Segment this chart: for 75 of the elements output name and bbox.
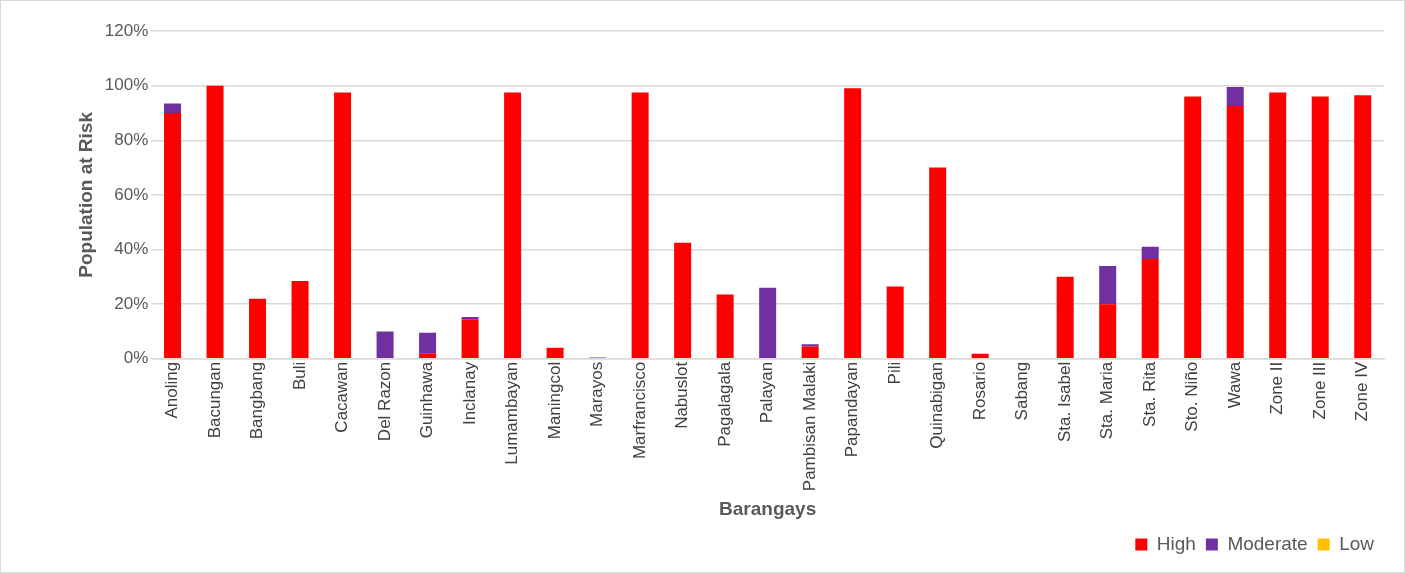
bar xyxy=(1226,106,1244,359)
bar xyxy=(376,331,394,359)
x-tick-label: Sta. Isabel xyxy=(1054,361,1074,443)
bar xyxy=(1141,246,1159,260)
y-tick-label: 100% xyxy=(104,75,149,95)
bar xyxy=(1184,96,1202,359)
x-tick-label: Marayos xyxy=(587,361,607,427)
bar xyxy=(674,242,692,359)
bar xyxy=(164,103,182,113)
bar xyxy=(1311,96,1329,359)
bar xyxy=(461,316,479,320)
bar xyxy=(631,92,649,359)
x-tick-label: Pambisan Malaki xyxy=(799,361,819,492)
x-tick-label: Pili xyxy=(884,361,904,385)
bar xyxy=(844,88,862,359)
x-tick-label: Palayan xyxy=(757,361,777,424)
x-tick-label: Inclanay xyxy=(459,361,479,426)
x-tick-label: Zone IV xyxy=(1352,361,1372,422)
bar xyxy=(1056,276,1074,359)
legend-label: Moderate xyxy=(1227,532,1308,554)
bar xyxy=(334,92,352,359)
bar xyxy=(1099,265,1117,305)
x-tick-label: Pagalagala xyxy=(714,361,734,447)
y-tick-label: 80% xyxy=(114,129,149,149)
bar xyxy=(801,344,819,347)
bar xyxy=(461,319,479,359)
x-tick-label: Buli xyxy=(289,361,309,391)
x-tick-label: Sta. Maria xyxy=(1097,361,1117,440)
bar xyxy=(504,92,522,359)
bar xyxy=(759,287,777,359)
y-tick-label: 20% xyxy=(114,293,149,313)
bar xyxy=(716,294,734,359)
x-axis-title: Barangays xyxy=(719,497,817,519)
bar xyxy=(1226,86,1244,107)
bar xyxy=(1141,259,1159,359)
x-tick-label: Bangbang xyxy=(247,361,267,440)
y-axis-title: Population at Risk xyxy=(74,111,96,278)
legend-label: High xyxy=(1156,532,1196,554)
bar xyxy=(206,85,224,359)
y-tick-label: 0% xyxy=(123,348,149,368)
x-tick-label: Maningcol xyxy=(544,361,564,440)
x-tick-label: Del Razon xyxy=(374,361,394,442)
bar xyxy=(419,353,437,359)
x-tick-label: Guinhawa xyxy=(417,361,437,439)
bar xyxy=(801,346,819,359)
bar xyxy=(164,112,182,359)
bar xyxy=(419,332,437,354)
y-tick-label: 40% xyxy=(114,239,149,259)
x-tick-label: Sabang xyxy=(1012,361,1032,421)
x-tick-label: Wawa xyxy=(1224,361,1244,409)
x-tick-label: Anoling xyxy=(162,361,182,419)
x-tick-label: Quinabigan xyxy=(927,361,947,449)
bar xyxy=(971,353,989,359)
y-tick-label: 120% xyxy=(104,20,149,40)
x-tick-label: Lumambayan xyxy=(502,361,522,465)
x-tick-label: Papandayan xyxy=(842,361,862,458)
bar xyxy=(546,347,564,359)
bar xyxy=(929,167,947,359)
x-tick-label: Sto. Niño xyxy=(1182,361,1202,432)
x-tick-label: Zone III xyxy=(1309,361,1329,420)
x-tick-label: Sta. Rita xyxy=(1139,361,1159,427)
bar xyxy=(886,286,904,359)
bar xyxy=(291,280,309,359)
x-tick-label: Zone II xyxy=(1267,361,1287,415)
bar xyxy=(1354,95,1372,359)
x-tick-label: Bacungan xyxy=(204,361,224,439)
bar xyxy=(1099,304,1117,359)
bar xyxy=(1269,92,1287,359)
legend-label: Low xyxy=(1339,532,1375,554)
x-tick-label: Marfrancisco xyxy=(629,361,649,460)
x-tick-label: Nabuslot xyxy=(672,361,692,429)
bar xyxy=(249,298,267,359)
x-tick-label: Cacawan xyxy=(332,361,352,433)
y-tick-label: 60% xyxy=(114,184,149,204)
x-tick-label: Rosario xyxy=(969,361,989,421)
